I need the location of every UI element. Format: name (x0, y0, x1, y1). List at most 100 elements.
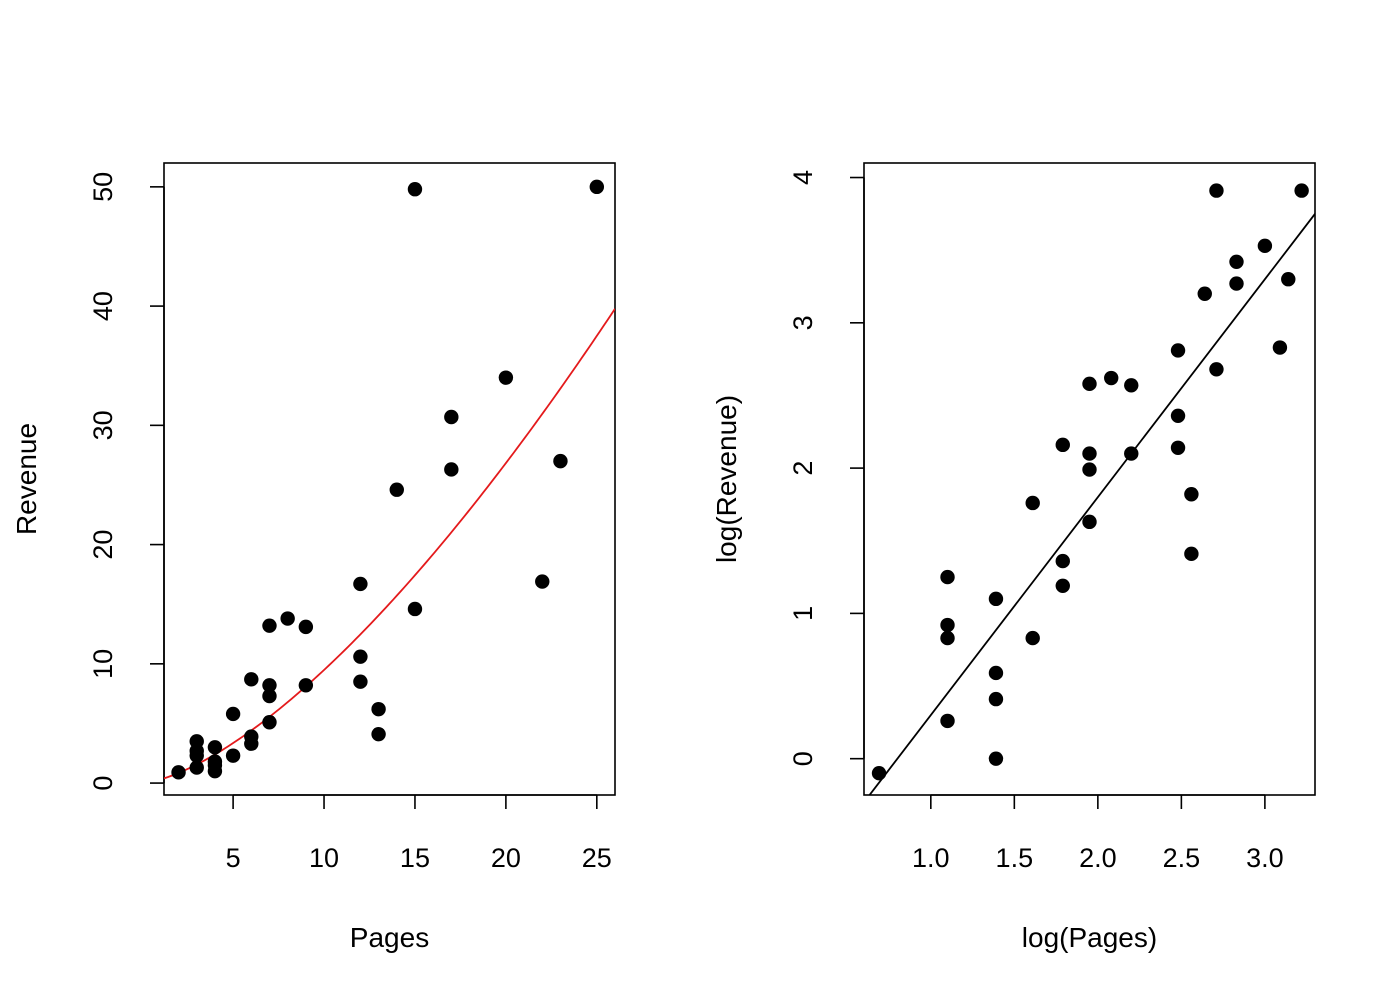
right-x-tick-label: 2.5 (1163, 843, 1201, 873)
right-data-point (940, 617, 955, 633)
left-points-layer (171, 179, 605, 780)
right-x-tick-label: 3.0 (1246, 843, 1284, 873)
left-data-point (225, 748, 241, 763)
left-x-tick-label: 25 (582, 843, 612, 873)
right-data-point (1257, 238, 1273, 254)
right-x-tick-label: 1.0 (912, 843, 950, 873)
left-data-point (280, 611, 295, 626)
right-data-point (1082, 446, 1097, 461)
right-x-axis-label: log(Pages) (1022, 922, 1157, 953)
right-data-point (1124, 378, 1139, 393)
left-y-axis-label: Revenue (11, 423, 42, 535)
left-data-point (244, 672, 259, 687)
right-data-point (1055, 437, 1070, 453)
left-x-tick-label: 5 (226, 843, 241, 873)
right-data-point (1229, 276, 1244, 291)
right-data-point (1055, 553, 1070, 569)
left-data-point (171, 765, 186, 780)
left-data-point (353, 649, 368, 664)
right-data-point (1229, 254, 1244, 269)
left-data-point (225, 706, 241, 722)
left-x-tick-label: 15 (400, 843, 430, 873)
left-data-point (189, 734, 204, 749)
right-data-point (1184, 546, 1199, 562)
left-data-point (207, 754, 223, 769)
left-plot-frame (163, 162, 616, 796)
right-data-point (1209, 183, 1224, 198)
left-data-point (407, 182, 423, 197)
right-data-point (1281, 272, 1296, 287)
right-x-axis: 1.0 1.5 2.0 2.5 3.0 (912, 794, 1284, 873)
right-data-point (988, 665, 1004, 681)
right-data-point (1082, 514, 1097, 530)
left-data-point (262, 715, 277, 730)
right-fit-line (868, 213, 1315, 795)
right-data-point (1170, 408, 1186, 423)
right-x-tick-label: 1.5 (996, 843, 1034, 873)
left-x-tick-label: 10 (309, 843, 339, 873)
left-fit-layer (164, 308, 615, 780)
left-data-point (262, 618, 277, 633)
right-points-layer (871, 183, 1309, 781)
right-data-point (1197, 286, 1212, 301)
right-y-tick-label: 1 (788, 606, 818, 621)
right-y-axis-label: log(Revenue) (711, 395, 742, 563)
left-y-tick-label: 40 (88, 291, 118, 321)
left-y-tick-label: 0 (88, 776, 118, 791)
left-data-point (353, 576, 368, 592)
left-fit-curve (164, 308, 615, 780)
right-data-point (940, 569, 955, 585)
left-data-point (262, 688, 277, 704)
left-data-point (262, 678, 277, 693)
right-plot-frame (863, 162, 1316, 796)
right-data-point (871, 766, 887, 781)
left-data-point (553, 453, 568, 469)
left-data-point (298, 619, 314, 635)
left-y-tick-label: 10 (88, 649, 118, 679)
left-y-tick-label: 50 (88, 172, 118, 202)
left-y-tick-label: 20 (88, 530, 118, 560)
right-data-point (940, 713, 955, 729)
left-data-point (535, 574, 550, 589)
right-data-point (1272, 340, 1288, 355)
left-data-point (371, 701, 386, 717)
left-data-point (498, 370, 514, 385)
left-data-point (207, 740, 223, 755)
left-data-point (444, 462, 459, 477)
right-data-point (1170, 343, 1186, 358)
left-data-point (389, 482, 404, 497)
right-data-point (1209, 362, 1224, 377)
right-y-tick-label: 3 (788, 315, 818, 330)
right-y-axis: 0 1 2 3 4 (788, 170, 865, 766)
left-data-point (189, 760, 204, 775)
left-data-point (244, 729, 259, 744)
right-data-point (988, 751, 1004, 766)
left-data-point (353, 674, 368, 689)
right-data-point (1025, 495, 1040, 511)
right-panel: 1.0 1.5 2.0 2.5 3.0 0 1 2 3 4 log(Pages) log(Rev… (711, 162, 1316, 953)
right-data-point (1184, 487, 1199, 502)
right-data-point (1124, 446, 1139, 461)
left-panel: 5 10 15 20 25 0 10 20 30 40 50 Pages Revenue (11, 162, 616, 953)
right-y-tick-label: 0 (788, 751, 818, 766)
left-y-axis: 0 10 20 30 40 50 (88, 172, 165, 791)
right-data-point (1082, 376, 1097, 392)
right-data-point (1294, 183, 1309, 198)
right-y-tick-label: 2 (788, 461, 818, 476)
left-x-axis: 5 10 15 20 25 (226, 794, 612, 873)
left-data-point (444, 409, 459, 425)
left-x-axis-label: Pages (350, 922, 429, 953)
left-data-point (371, 726, 386, 742)
left-data-point (589, 179, 605, 195)
right-y-tick-label: 4 (788, 170, 818, 185)
right-data-point (1055, 578, 1070, 593)
left-data-point (407, 601, 423, 617)
right-data-point (988, 591, 1004, 607)
left-x-tick-label: 20 (491, 843, 521, 873)
right-data-point (1170, 440, 1186, 455)
right-data-point (1104, 370, 1119, 386)
right-data-point (988, 691, 1004, 707)
left-y-tick-label: 30 (88, 410, 118, 440)
right-data-point (1025, 630, 1040, 646)
